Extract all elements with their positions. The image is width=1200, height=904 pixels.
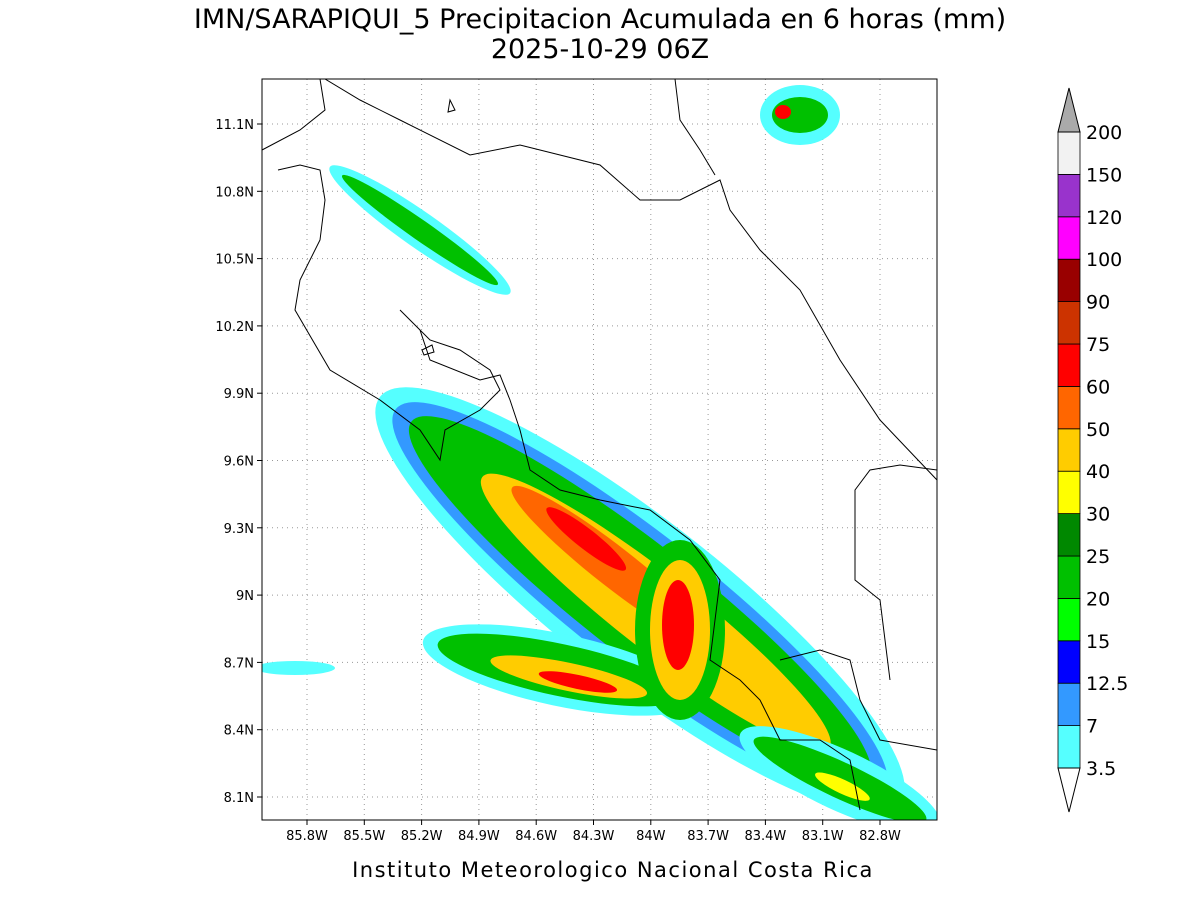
colorbar: 3.5 7 12.5 15 20 25 30 40 50 60 75 90 100 120 150 200 xyxy=(1057,87,1128,813)
lat-tick-label: 9.3N xyxy=(224,522,254,537)
lon-tick-label: 84.6W xyxy=(515,829,557,844)
colorbar-segment xyxy=(1057,216,1081,260)
colorbar-segment xyxy=(1057,428,1081,472)
lat-tick-label: 10.2N xyxy=(215,320,254,335)
title: IMN/SARAPIQUI_5 Precipitacion Acumulada … xyxy=(194,4,1006,35)
map-frame xyxy=(261,78,938,821)
colorbar-label: 50 xyxy=(1086,419,1110,441)
colorbar-label: 100 xyxy=(1086,249,1122,271)
colorbar-segment xyxy=(1057,640,1081,684)
colorbar-label: 3.5 xyxy=(1086,758,1116,780)
colorbar-label: 7 xyxy=(1086,716,1098,738)
colorbar-segment xyxy=(1057,598,1081,642)
colorbar-label: 60 xyxy=(1086,376,1110,398)
lon-tick-label: 84.9W xyxy=(458,829,500,844)
colorbar-label: 30 xyxy=(1086,504,1110,526)
lon-tick-label: 83.1W xyxy=(802,829,844,844)
colorbar-segment xyxy=(1057,725,1081,769)
colorbar-low-arrow xyxy=(1057,767,1081,813)
lat-tick-label: 9.9N xyxy=(224,387,254,402)
coastlines xyxy=(262,79,937,811)
lon-tick-label: 85.8W xyxy=(286,829,328,844)
colorbar-segment xyxy=(1057,682,1081,727)
footer: Instituto Meteorologico Nacional Costa R… xyxy=(352,858,874,882)
lat-tick-label: 10.5N xyxy=(215,253,254,268)
colorbar-label: 20 xyxy=(1086,588,1110,610)
lon-tick-label: 82.8W xyxy=(859,829,901,844)
lat-tick-label: 9.6N xyxy=(224,455,254,470)
lat-tick-label: 11.1N xyxy=(215,118,254,133)
colorbar-segment xyxy=(1057,555,1081,599)
colorbar-segment xyxy=(1057,173,1081,218)
colorbar-label: 200 xyxy=(1086,122,1122,144)
lat-tick-label: 8.4N xyxy=(224,724,254,739)
colorbar-label: 90 xyxy=(1086,292,1110,314)
colorbar-label: 12.5 xyxy=(1086,673,1128,695)
colorbar-segment xyxy=(1057,385,1081,430)
subtitle: 2025-10-29 06Z xyxy=(491,34,709,65)
lon-tick-label: 84W xyxy=(636,829,666,844)
colorbar-segment xyxy=(1057,131,1081,175)
lat-tick-label: 8.7N xyxy=(224,656,254,671)
colorbar-label: 40 xyxy=(1086,461,1110,483)
colorbar-label: 75 xyxy=(1086,334,1110,356)
lat-tick-label: 9N xyxy=(236,589,254,604)
lat-tick-label: 10.8N xyxy=(215,185,254,200)
lon-tick-label: 83.7W xyxy=(687,829,729,844)
colorbar-label: 150 xyxy=(1086,164,1122,186)
lon-tick-label: 85.5W xyxy=(343,829,385,844)
colorbar-segment xyxy=(1057,258,1081,303)
lon-tick-label: 84.3W xyxy=(573,829,615,844)
colorbar-segment xyxy=(1057,301,1081,345)
precipitation-field xyxy=(262,85,937,820)
lon-tick-label: 83.4W xyxy=(744,829,786,844)
colorbar-label: 25 xyxy=(1086,546,1110,568)
colorbar-high-arrow xyxy=(1057,87,1081,133)
colorbar-segment xyxy=(1057,343,1081,387)
lat-tick-label: 8.1N xyxy=(224,791,254,806)
lon-tick-label: 85.2W xyxy=(401,829,443,844)
colorbar-label: 15 xyxy=(1086,631,1110,653)
grid: 85.8W 85.5W 85.2W 84.9W 84.6W 84.3W 84W 83.7W 83… xyxy=(215,79,937,844)
colorbar-segment xyxy=(1057,470,1081,515)
colorbar-segment xyxy=(1057,513,1081,557)
colorbar-label: 120 xyxy=(1086,207,1122,229)
